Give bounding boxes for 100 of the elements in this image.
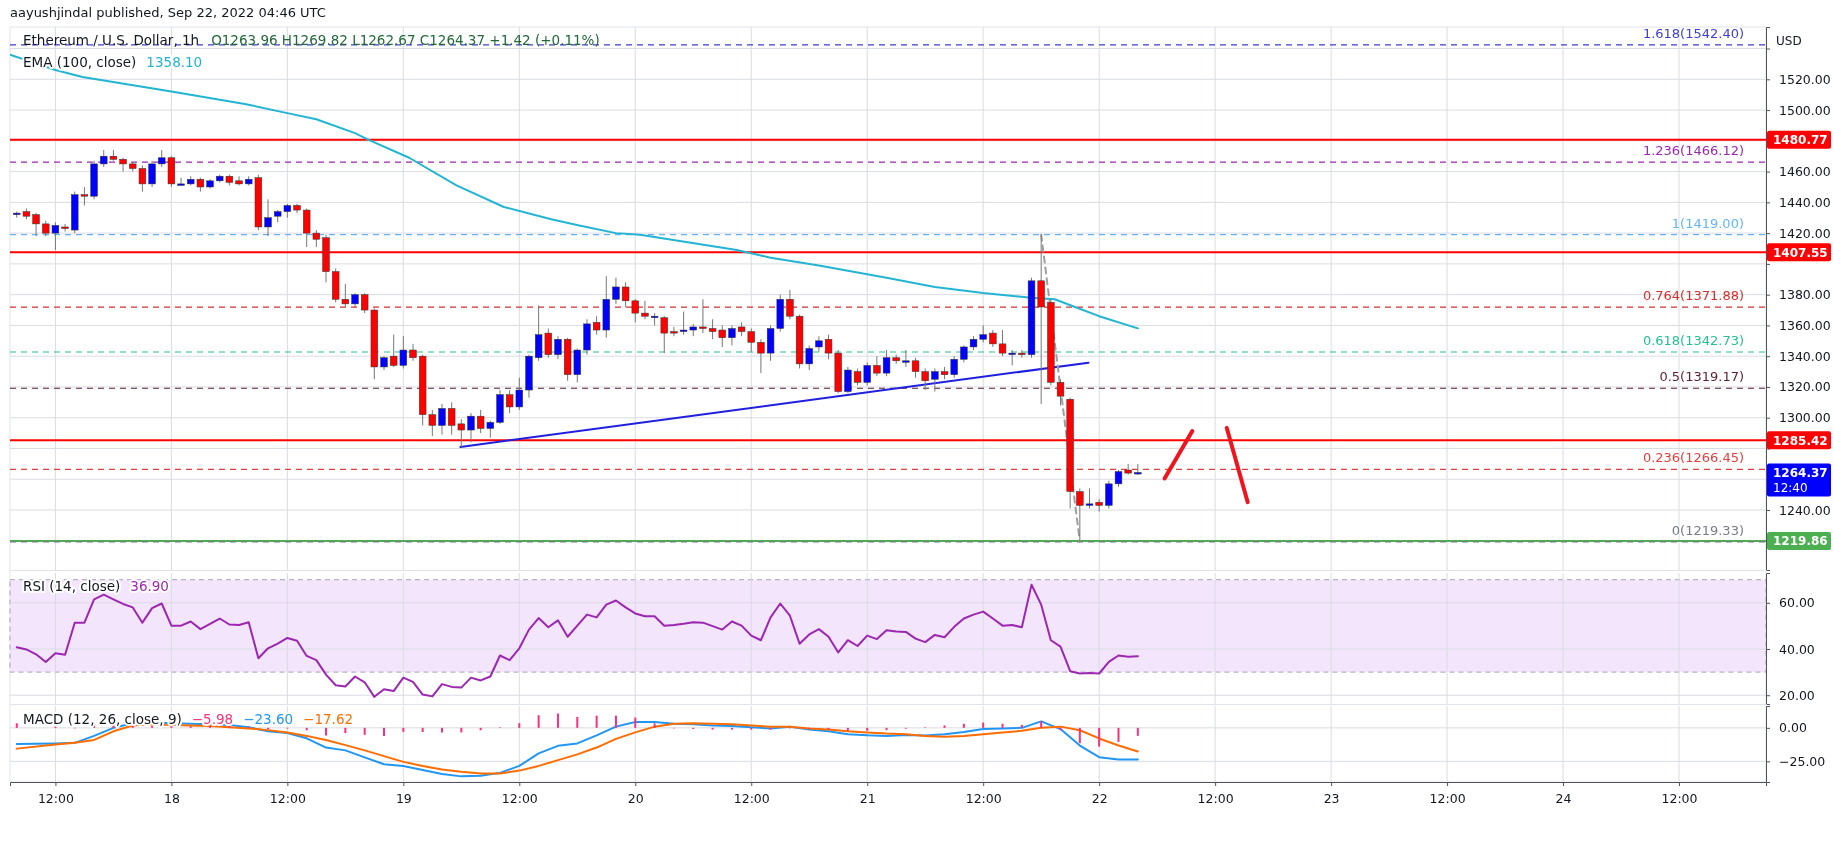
ref-line-label: 1.618(1542.40) [1642, 25, 1744, 41]
bar [1001, 723, 1004, 728]
x-tick-label: 12:00 [269, 790, 306, 806]
bar [576, 716, 579, 728]
candlestick [612, 277, 620, 305]
y-tick-label: 1360.00 [1779, 317, 1831, 333]
y-tick-label: 60.00 [1779, 595, 1815, 611]
ref-line-label: 1.236(1466.12) [1642, 143, 1744, 159]
bar [383, 727, 386, 737]
y-tick-label: 1440.00 [1779, 194, 1831, 210]
bar [15, 723, 18, 728]
x-tick-label: 12:00 [37, 790, 74, 806]
candlestick [670, 326, 678, 337]
candlestick [844, 366, 852, 394]
candlestick [32, 212, 40, 237]
x-tick-label: 12:00 [1661, 790, 1698, 806]
bar [982, 722, 985, 728]
bar [344, 727, 347, 734]
candlestick [931, 367, 939, 393]
x-tick-label: 20 [627, 790, 644, 806]
ref-line-label: 1407.55 [1773, 245, 1828, 260]
candlestick [438, 403, 446, 436]
ref-line-label: 1285.42 [1773, 433, 1828, 448]
y-tick-label: 1340.00 [1779, 348, 1831, 364]
bar [1098, 727, 1101, 747]
candlestick [554, 335, 562, 360]
candlestick [902, 349, 910, 368]
candlestick [61, 223, 69, 233]
candlestick [119, 157, 127, 173]
annotation: 36.90 [130, 578, 169, 594]
x-tick-label: 12:00 [1197, 790, 1234, 806]
y-tick-label: 1320.00 [1779, 379, 1831, 395]
candlestick [728, 324, 736, 346]
candlestick [786, 289, 794, 320]
ref-line-label: 1(1419.00) [1671, 215, 1744, 231]
ref-line-label: 1480.77 [1773, 133, 1828, 148]
bar [595, 715, 598, 728]
y-tick-label: −25.00 [1779, 753, 1826, 769]
bar [1020, 724, 1023, 728]
annotation: −23.60 [243, 711, 294, 727]
x-tick-label: 12:00 [733, 790, 770, 806]
bar [421, 727, 424, 732]
ref-line-label: 1219.86 [1773, 534, 1828, 549]
bar [440, 727, 443, 733]
bar [943, 725, 946, 728]
chart-title: Ethereum / U.S. Dollar, 1h [23, 32, 200, 48]
candlestick [699, 298, 707, 334]
annotation: −5.98 [191, 711, 234, 727]
candlestick [177, 177, 185, 186]
ref-line-label: 0.5(1319.17) [1659, 369, 1744, 385]
candlestick [148, 160, 156, 188]
x-tick-label: 24 [1555, 790, 1572, 806]
y-tick-label: 20.00 [1779, 687, 1815, 703]
bar [653, 723, 656, 728]
y-tick-label: 1460.00 [1779, 164, 1831, 180]
bar [363, 727, 366, 735]
text: 12:40 [1773, 481, 1808, 496]
bar [1078, 727, 1081, 744]
y-tick-label: 1520.00 [1779, 71, 1831, 87]
candlestick [264, 198, 272, 237]
ref-line-label: 0(1219.33) [1671, 522, 1744, 538]
ref-line-label: 0.236(1266.45) [1642, 450, 1744, 466]
bar [1040, 721, 1043, 728]
bar [518, 723, 521, 728]
bar [402, 727, 405, 732]
annotation: −17.62 [303, 711, 354, 727]
annotation: 1358.10 [146, 54, 203, 70]
y-axis-title: USD [1776, 34, 1802, 48]
ref-line-label: 0.618(1342.73) [1642, 332, 1744, 348]
y-tick-label: 0.00 [1779, 720, 1807, 736]
bar [1117, 727, 1120, 742]
candlestick [641, 300, 649, 320]
text: aayushjindal published, Sep 22, 2022 04:46 UTC [10, 5, 326, 20]
candlestick [815, 335, 823, 353]
bar [556, 713, 559, 728]
x-tick-label: 19 [395, 790, 412, 806]
candlestick [467, 412, 475, 443]
bar [962, 723, 965, 728]
y-tick-label: 1300.00 [1779, 410, 1831, 426]
annotation: O1263.96 H1269.82 L1262.67 C1264.37 +1.42 (+0.11%) [211, 32, 600, 48]
text: 1264.37 [1773, 466, 1828, 481]
x-tick-label: 21 [859, 790, 876, 806]
y-tick-label: 1420.00 [1779, 225, 1831, 241]
x-tick-label: 12:00 [1429, 790, 1466, 806]
line-series [10, 53, 1139, 330]
bar [325, 727, 328, 736]
candlestick [409, 343, 417, 362]
x-tick-label: 18 [163, 790, 180, 806]
series-label: RSI (14, close) [23, 578, 121, 594]
bar [846, 727, 849, 731]
y-tick-label: 40.00 [1779, 641, 1815, 657]
x-tick-label: 12:00 [501, 790, 538, 806]
bar [537, 715, 540, 728]
candlestick [873, 355, 881, 377]
x-tick-label: 23 [1323, 790, 1340, 806]
bar [1136, 727, 1139, 736]
y-tick-label: 1240.00 [1779, 502, 1831, 518]
y-tick-label: 1500.00 [1779, 102, 1831, 118]
x-tick-label: 12:00 [965, 790, 1002, 806]
bar [634, 717, 637, 728]
